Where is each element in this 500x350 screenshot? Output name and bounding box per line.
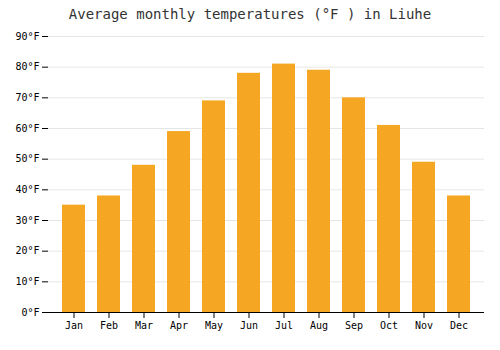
svg-text:Nov: Nov — [415, 320, 433, 331]
svg-text:Jan: Jan — [65, 320, 83, 331]
svg-text:Oct: Oct — [380, 320, 398, 331]
svg-text:20°F: 20°F — [15, 245, 39, 256]
svg-text:Jul: Jul — [275, 320, 293, 331]
svg-text:Apr: Apr — [170, 320, 188, 331]
svg-text:0°F: 0°F — [21, 307, 39, 318]
svg-text:May: May — [205, 320, 223, 331]
svg-text:Mar: Mar — [135, 320, 153, 331]
svg-text:10°F: 10°F — [15, 276, 39, 287]
svg-text:70°F: 70°F — [15, 92, 39, 103]
svg-text:30°F: 30°F — [15, 215, 39, 226]
svg-text:40°F: 40°F — [15, 184, 39, 195]
svg-text:60°F: 60°F — [15, 123, 39, 134]
svg-text:Jun: Jun — [240, 320, 258, 331]
svg-text:Sep: Sep — [345, 320, 363, 331]
svg-text:80°F: 80°F — [15, 61, 39, 72]
svg-text:Dec: Dec — [450, 320, 468, 331]
svg-text:90°F: 90°F — [15, 31, 39, 42]
html-text:Average monthly temperatures (: Average monthly temperatures (°F ) in Li… — [68, 6, 432, 22]
svg-text:Aug: Aug — [310, 320, 328, 331]
svg-text:Feb: Feb — [100, 320, 118, 331]
svg-text:50°F: 50°F — [15, 153, 39, 164]
